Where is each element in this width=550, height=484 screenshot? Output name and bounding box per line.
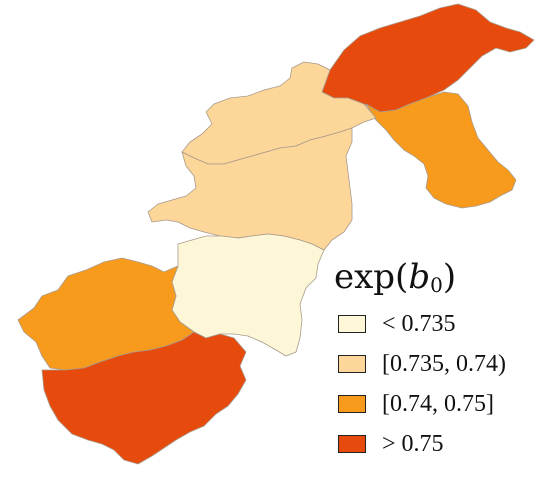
legend-swatch xyxy=(338,395,366,413)
legend-label: < 0.735 xyxy=(382,310,456,337)
legend-label: [0.735, 0.74) xyxy=(382,350,506,377)
legend-swatch xyxy=(338,355,366,373)
legend-label: > 0.75 xyxy=(382,430,444,457)
legend-swatch xyxy=(338,435,366,453)
region-southwest xyxy=(17,257,195,371)
legend-item-gt-075: > 0.75 xyxy=(332,424,542,464)
legend-title: exp(b0) xyxy=(334,257,457,297)
region-northeast xyxy=(321,3,535,113)
legend-item-074-075: [0.74, 0.75] xyxy=(332,384,542,424)
region-north-central-2 xyxy=(147,127,353,251)
region-south xyxy=(41,331,247,465)
legend-label: [0.74, 0.75] xyxy=(382,390,494,417)
region-east xyxy=(365,91,517,209)
legend-item-0735-074: [0.735, 0.74) xyxy=(332,344,542,384)
legend-item-lt-0735: < 0.735 xyxy=(332,304,542,344)
legend: exp(b0) < 0.735 [0.735, 0.74) [0.74, 0.7… xyxy=(332,258,542,464)
legend-swatch xyxy=(338,315,366,333)
